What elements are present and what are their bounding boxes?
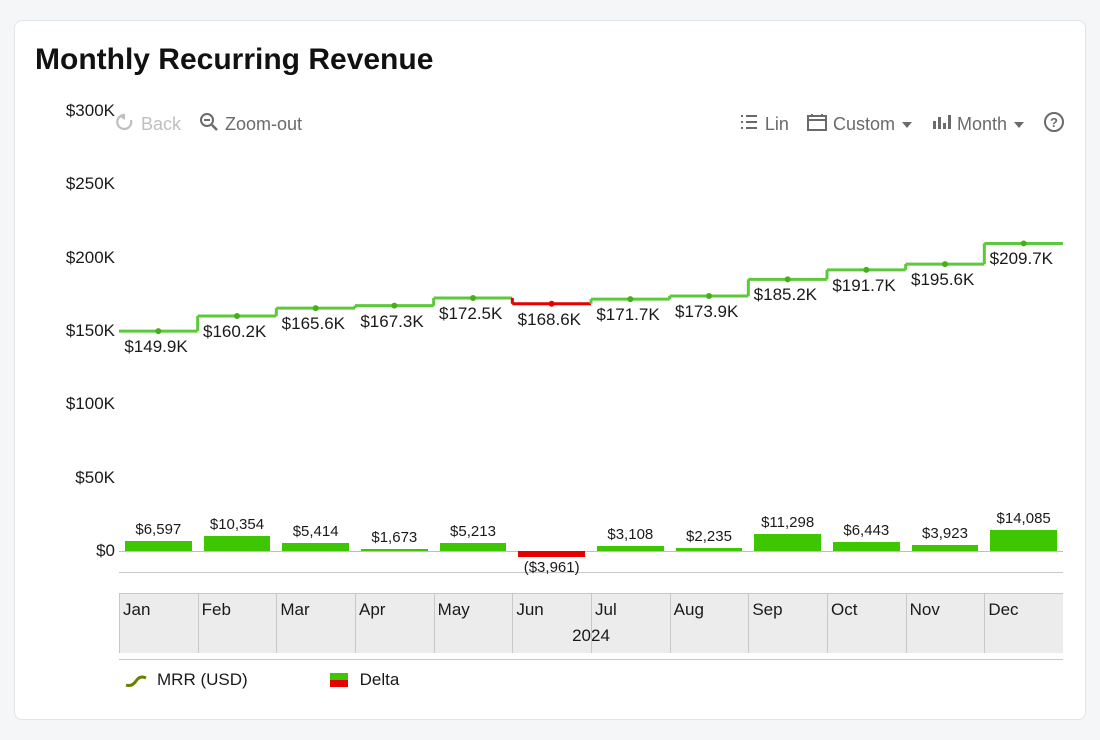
delta-value-label: $5,414 <box>276 523 355 540</box>
month-divider <box>276 594 277 653</box>
delta-value-label: $3,923 <box>906 525 985 542</box>
month-label: Feb <box>202 600 231 620</box>
month-divider <box>827 594 828 653</box>
x-axis-band: 2024 JanFebMarAprMayJunJulAugSepOctNovDe… <box>119 593 1063 653</box>
delta-bar <box>912 545 979 551</box>
delta-bar <box>518 551 585 557</box>
month-divider <box>984 594 985 653</box>
month-label: Dec <box>988 600 1018 620</box>
month-label: Mar <box>280 600 309 620</box>
mrr-value-label: $195.6K <box>911 270 974 290</box>
month-divider <box>748 594 749 653</box>
month-label: Nov <box>910 600 940 620</box>
delta-bar <box>754 534 821 551</box>
month-divider <box>434 594 435 653</box>
mrr-value-label: $165.6K <box>282 314 345 334</box>
delta-bar <box>282 543 349 551</box>
delta-value-label: $5,213 <box>434 523 513 540</box>
delta-bar <box>125 541 192 551</box>
month-label: May <box>438 600 470 620</box>
chart-card: Monthly Recurring Revenue Back Zoom-out … <box>14 20 1086 720</box>
mrr-value-label: $191.7K <box>832 276 895 296</box>
delta-value-label: ($3,961) <box>512 559 591 576</box>
delta-value-label: $14,085 <box>984 510 1063 527</box>
y-tick: $300K <box>66 101 115 121</box>
delta-swatch <box>328 672 350 688</box>
mrr-value-label: $173.9K <box>675 302 738 322</box>
month-divider <box>198 594 199 653</box>
month-label: Jan <box>123 600 150 620</box>
month-label: Aug <box>674 600 704 620</box>
legend: MRR (USD) Delta <box>119 659 1063 699</box>
month-label: Apr <box>359 600 385 620</box>
delta-bar <box>597 546 664 551</box>
month-divider <box>512 594 513 653</box>
delta-value-label: $6,443 <box>827 522 906 539</box>
y-tick: $150K <box>66 321 115 341</box>
plot-area: $149.9K $160.2K $165.6K $167.3K $172.5K $168.… <box>119 111 1063 573</box>
delta-value-label: $10,354 <box>198 516 277 533</box>
mrr-value-label: $172.5K <box>439 304 502 324</box>
delta-bar <box>204 536 271 551</box>
y-tick: $250K <box>66 174 115 194</box>
month-label: Oct <box>831 600 857 620</box>
mrr-legend-label: MRR (USD) <box>157 670 248 690</box>
y-tick: $50K <box>75 468 115 488</box>
mrr-value-label: $171.7K <box>596 305 659 325</box>
delta-bar <box>361 549 428 551</box>
delta-value-label: $1,673 <box>355 529 434 546</box>
mrr-value-label: $160.2K <box>203 322 266 342</box>
month-divider <box>906 594 907 653</box>
y-tick: $0 <box>96 541 115 561</box>
mrr-value-label: $168.6K <box>518 310 581 330</box>
delta-value-label: $6,597 <box>119 521 198 538</box>
delta-value-label: $11,298 <box>748 514 827 531</box>
month-divider <box>670 594 671 653</box>
month-divider <box>355 594 356 653</box>
delta-bar <box>676 548 743 551</box>
delta-bar <box>833 542 900 551</box>
mrr-swatch <box>125 672 147 688</box>
mrr-value-label: $209.7K <box>990 249 1053 269</box>
delta-value-label: $2,235 <box>670 528 749 545</box>
delta-bar <box>440 543 507 551</box>
y-tick: $100K <box>66 394 115 414</box>
month-label: Jul <box>595 600 617 620</box>
delta-legend-label: Delta <box>360 670 400 690</box>
month-divider <box>591 594 592 653</box>
y-tick: $200K <box>66 248 115 268</box>
chart-title: Monthly Recurring Revenue <box>15 21 1085 77</box>
delta-value-label: $3,108 <box>591 526 670 543</box>
month-divider <box>119 594 120 653</box>
month-label: Jun <box>516 600 543 620</box>
mrr-value-label: $149.9K <box>124 337 187 357</box>
mrr-value-label: $185.2K <box>754 285 817 305</box>
mrr-value-label: $167.3K <box>360 312 423 332</box>
delta-bar <box>990 530 1057 551</box>
month-label: Sep <box>752 600 782 620</box>
